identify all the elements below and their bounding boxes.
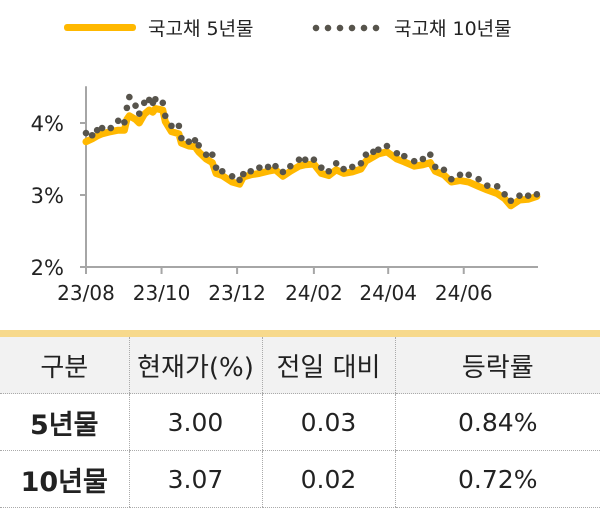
series-point-10y xyxy=(88,131,96,139)
header-cell: 현재가(%) xyxy=(128,333,262,394)
series-point-10y xyxy=(533,190,541,198)
series-point-10y xyxy=(159,99,167,107)
series-point-10y xyxy=(493,183,501,190)
series-point-10y xyxy=(318,164,325,171)
row-label: 10년물 xyxy=(0,450,129,508)
series-point-10y xyxy=(107,124,115,132)
series-point-10y xyxy=(524,192,532,200)
legend-label: 국고채 5년물 xyxy=(148,18,254,40)
table-row: 5년물 3.00 0.03 0.84% xyxy=(0,393,600,451)
chart-legend: 국고채 5년물 국고채 10년물 xyxy=(0,14,600,44)
series-point-10y xyxy=(374,146,382,153)
cell: 3.00 xyxy=(128,393,262,451)
header-cell: 전일 대비 xyxy=(261,333,395,394)
series-point-10y xyxy=(140,99,148,107)
yield-table: 구분 현재가(%) 전일 대비 등락률 5년물 3.00 0.03 0.84% … xyxy=(0,330,600,508)
x-tick-label: 24/04 xyxy=(359,281,417,305)
series-point-10y xyxy=(82,129,90,137)
line-chart: 2% 3% 4% 23/08 23/10 23/12 24/02 24/04 24/06 xyxy=(31,86,541,305)
series-point-10y xyxy=(93,126,101,134)
series-point-10y xyxy=(465,171,472,179)
series-point-10y xyxy=(325,167,333,175)
series-point-10y xyxy=(123,104,131,112)
legend-item-10y: 국고채 10년물 xyxy=(310,14,512,41)
cell: 0.03 xyxy=(261,393,395,451)
series-point-10y xyxy=(161,112,169,120)
series-point-10y xyxy=(507,197,515,205)
series-point-10y xyxy=(370,148,377,156)
cell: 0.02 xyxy=(261,450,395,508)
series-point-10y xyxy=(126,93,133,101)
series-point-10y xyxy=(287,162,294,170)
series-point-10y xyxy=(419,155,427,163)
series-point-10y xyxy=(362,151,370,158)
series-point-10y xyxy=(279,168,287,176)
series-point-10y xyxy=(239,170,247,178)
series-point-10y xyxy=(301,156,309,164)
y-tick-label: 2% xyxy=(31,256,64,280)
x-tick-label: 23/12 xyxy=(208,281,266,305)
series-point-10y xyxy=(228,172,236,180)
y-tick-label: 4% xyxy=(31,112,64,136)
series-point-10y xyxy=(218,167,226,175)
legend-line-swatch xyxy=(64,24,136,31)
series-point-10y xyxy=(202,151,210,158)
series-point-10y xyxy=(178,134,185,142)
series-point-10y xyxy=(256,164,263,171)
series-point-10y xyxy=(393,149,401,157)
series-point-10y xyxy=(236,176,243,184)
legend-dots-swatch xyxy=(310,23,382,32)
x-tick-label: 23/10 xyxy=(133,281,191,305)
series-point-10y xyxy=(348,163,356,171)
series-point-10y xyxy=(516,192,523,200)
series-point-10y xyxy=(152,95,159,103)
legend-item-5y: 국고채 5년물 xyxy=(64,14,254,41)
series-point-10y xyxy=(448,175,455,183)
series-point-10y xyxy=(427,151,434,158)
series-point-10y xyxy=(383,142,391,150)
series-point-10y xyxy=(272,162,279,170)
series-point-10y xyxy=(357,160,365,167)
cell: 0.84% xyxy=(394,393,600,451)
series-point-10y xyxy=(501,190,508,198)
series-point-10y xyxy=(431,163,439,171)
y-tick-label: 3% xyxy=(31,184,64,208)
series-point-10y xyxy=(400,152,408,160)
legend-label: 국고채 10년물 xyxy=(394,18,512,40)
series-point-10y xyxy=(191,136,199,144)
x-tick-label: 23/08 xyxy=(57,281,115,305)
cell: 3.07 xyxy=(128,450,262,508)
series-point-10y xyxy=(98,124,106,132)
series-point-10y xyxy=(195,142,203,149)
series-point-10y xyxy=(132,102,139,110)
series-line-5y xyxy=(82,105,541,210)
series-point-10y xyxy=(175,122,183,130)
series-point-10y xyxy=(135,110,143,117)
series-point-10y xyxy=(475,175,482,183)
series-point-10y xyxy=(121,118,128,126)
header-cell: 등락률 xyxy=(394,333,600,394)
series-point-10y xyxy=(295,156,303,164)
series-point-10y xyxy=(332,160,340,167)
series-point-10y xyxy=(114,117,122,125)
series-point-10y xyxy=(247,167,255,175)
series-point-10y xyxy=(483,182,491,189)
series-point-10y xyxy=(264,163,272,171)
series-point-10y xyxy=(410,157,418,165)
series-point-10y xyxy=(185,138,193,146)
cell: 0.72% xyxy=(394,450,600,508)
table-header-row: 구분 현재가(%) 전일 대비 등락률 xyxy=(0,333,600,394)
series-point-10y xyxy=(340,165,347,173)
series-point-10y xyxy=(209,151,216,158)
series-point-10y xyxy=(168,122,175,130)
header-cell: 구분 xyxy=(0,333,129,394)
table-row: 10년물 3.07 0.02 0.72% xyxy=(0,450,600,508)
series-point-10y xyxy=(440,166,448,174)
series-point-10y xyxy=(212,164,220,171)
series-point-10y xyxy=(456,171,464,179)
x-tick-label: 24/06 xyxy=(435,281,493,305)
series-point-10y xyxy=(310,156,318,164)
row-label: 5년물 xyxy=(0,393,129,451)
x-tick-label: 24/02 xyxy=(285,281,343,305)
